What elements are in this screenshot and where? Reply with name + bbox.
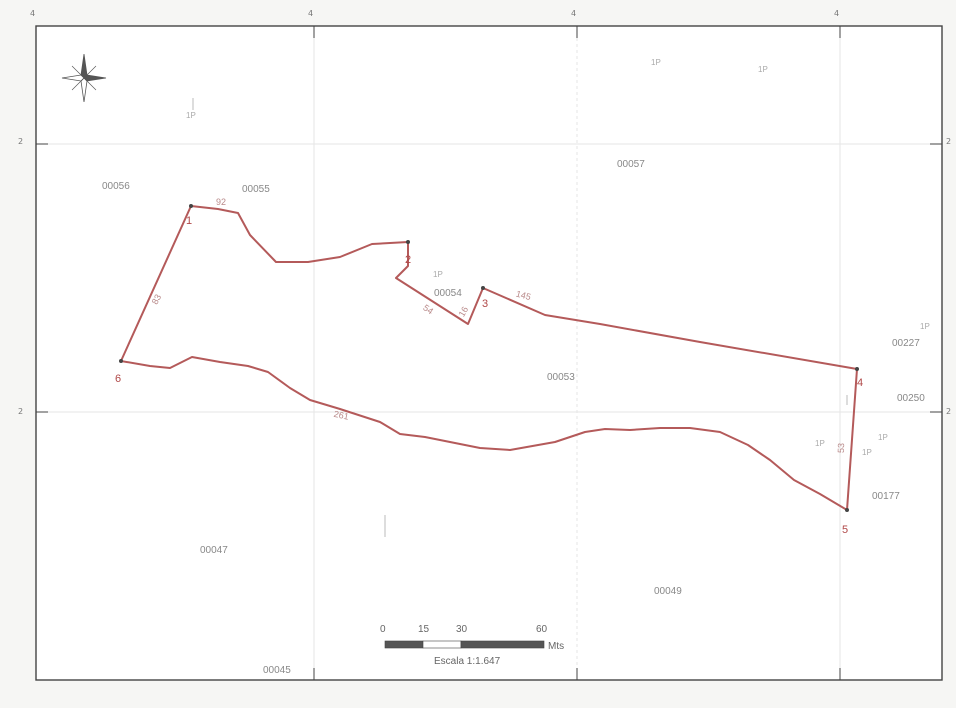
scale-segment-1 (384, 640, 424, 649)
drafting-strokes (192, 98, 848, 537)
segment-label-3-4: 145 (515, 289, 532, 303)
map-frame (35, 25, 943, 681)
vertex-point-2 (406, 240, 410, 244)
scale-tick-60: 60 (536, 624, 548, 635)
scale-unit: Mts (548, 641, 564, 652)
scale-segment-3 (460, 640, 545, 649)
scale-caption: Escala 1:1.647 (434, 656, 501, 667)
vertex-point-1 (189, 204, 193, 208)
faint-mark-2: 1P (651, 58, 661, 67)
parcel-label-00057: 00057 (617, 159, 645, 170)
parcel-label-00056: 00056 (102, 181, 130, 192)
segment-label-5-6: 261 (333, 409, 350, 422)
parcel-label-00049: 00049 (654, 586, 682, 597)
parcel-label-00250: 00250 (897, 393, 925, 404)
y-label-right-2: 2 (946, 407, 951, 416)
vertex-label-2: 2 (405, 254, 411, 266)
y-label-right-1: 2 (946, 137, 951, 146)
compass-diag-2 (71, 65, 97, 91)
parcel-label-00053: 00053 (547, 372, 575, 383)
segment-label-6-1: 83 (150, 293, 164, 307)
faint-mark-8: 1P (815, 439, 825, 448)
segment-label-1-2: 92 (216, 197, 226, 207)
faint-mark-7: 1P (862, 448, 872, 457)
scale-tick-0: 0 (380, 624, 386, 635)
x-label-4: 4 (834, 9, 839, 18)
parcel-label-00227: 00227 (892, 338, 920, 349)
compass-rose-icon (61, 53, 107, 103)
faint-mark-1: 1P (186, 111, 196, 120)
vertex-label-3: 3 (482, 298, 488, 310)
graticule-labels: 4 4 4 4 2 2 2 2 (18, 9, 951, 416)
y-label-left-2: 2 (18, 407, 23, 416)
faint-mark-4: 1P (433, 270, 443, 279)
vertex-label-4: 4 (857, 377, 863, 389)
parcel-label-00045: 00045 (263, 665, 291, 676)
vertex-points (119, 204, 859, 512)
segment-label-2a: 54 (421, 302, 435, 316)
parcel-label-00055: 00055 (242, 184, 270, 195)
scale-bar: 0 15 30 60 Mts Escala 1:1.647 (380, 624, 564, 667)
vertex-label-5: 5 (842, 524, 848, 536)
vertex-point-5 (845, 508, 849, 512)
scale-tick-15: 15 (418, 624, 430, 635)
vertex-label-6: 6 (115, 373, 121, 385)
vertex-labels: 1 2 3 4 5 6 (115, 215, 863, 536)
faint-marks: 1P 1P 1P 1P 1P 1P 1P 1P (186, 58, 930, 457)
faint-mark-3: 1P (758, 65, 768, 74)
vertex-point-4 (855, 367, 859, 371)
parcel-label-00054: 00054 (434, 288, 462, 299)
segment-label-2b: 16 (457, 305, 471, 319)
vertex-point-6 (119, 359, 123, 363)
y-label-left-1: 2 (18, 137, 23, 146)
property-boundary (120, 205, 858, 511)
parcel-labels: 00056 00055 00057 00054 00053 00047 0004… (102, 159, 925, 676)
graticule-lines (36, 26, 942, 680)
scale-tick-30: 30 (456, 624, 468, 635)
vertex-point-3 (481, 286, 485, 290)
faint-mark-5: 1P (920, 322, 930, 331)
parcel-label-00177: 00177 (872, 491, 900, 502)
x-label-1: 4 (30, 9, 35, 18)
frame-ticks (36, 26, 942, 680)
faint-mark-6: 1P (878, 433, 888, 442)
segment-labels: 83 92 54 16 145 261 53 (150, 197, 847, 453)
parcel-label-00047: 00047 (200, 545, 228, 556)
scale-segment-2 (422, 640, 462, 649)
vertex-label-1: 1 (186, 215, 192, 227)
x-label-2: 4 (308, 9, 313, 18)
segment-label-4-5: 53 (836, 443, 846, 453)
x-label-3: 4 (571, 9, 576, 18)
